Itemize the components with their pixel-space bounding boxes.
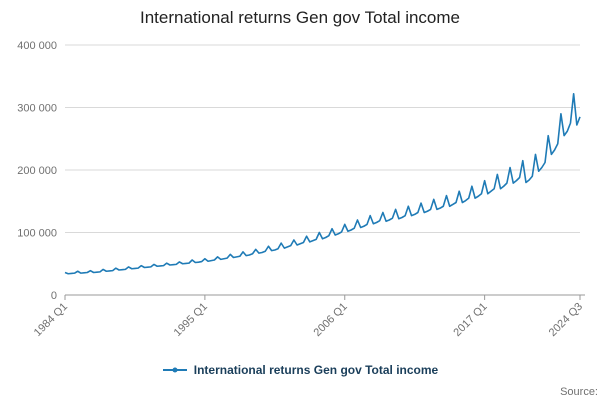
legend[interactable]: International returns Gen gov Total inco… xyxy=(0,363,600,377)
chart-svg: 0 100 000 200 000 300 000 400 000 1984 Q1 1995… xyxy=(17,40,585,339)
x-tick-label: 1995 Q1 xyxy=(172,301,210,339)
y-tick-label: 300 000 xyxy=(17,103,57,115)
legend-line-icon xyxy=(162,367,187,373)
legend-label: International returns Gen gov Total inco… xyxy=(193,363,439,377)
x-tick-label: 2024 Q3 xyxy=(547,301,585,339)
source-label: Source: xyxy=(560,386,598,398)
y-tick-label: 200 000 xyxy=(17,165,57,177)
series-line xyxy=(64,92,581,275)
x-tick-label: 2017 Q1 xyxy=(451,301,489,339)
y-tick-label: 100 000 xyxy=(17,228,57,240)
y-tick-label: 400 000 xyxy=(17,40,57,52)
chart-title: International returns Gen gov Total inco… xyxy=(139,8,461,27)
y-tick-label: 0 xyxy=(51,290,57,302)
x-tick-label: 1984 Q1 xyxy=(32,301,70,339)
x-tick-label: 2006 Q1 xyxy=(312,301,350,339)
